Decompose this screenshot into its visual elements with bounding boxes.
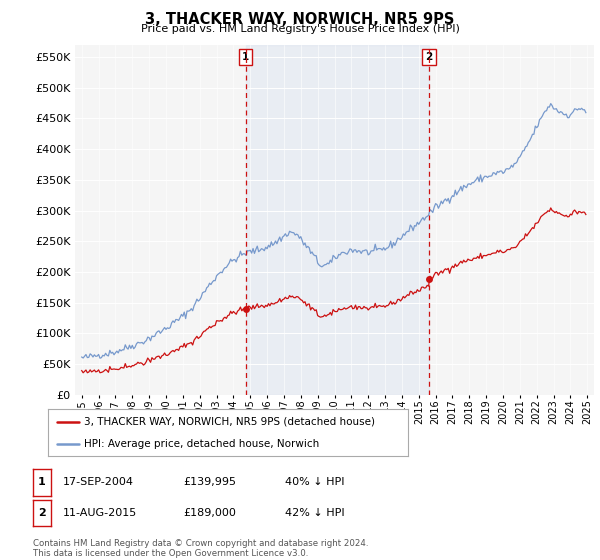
Text: £189,000: £189,000 [183, 508, 236, 518]
Bar [245, 45, 429, 395]
Text: HPI: Average price, detached house, Norwich: HPI: Average price, detached house, Norw… [84, 438, 319, 449]
Text: 40% ↓ HPI: 40% ↓ HPI [285, 477, 344, 487]
Text: 2: 2 [425, 52, 433, 62]
Text: 42% ↓ HPI: 42% ↓ HPI [285, 508, 344, 518]
Text: 3, THACKER WAY, NORWICH, NR5 9PS: 3, THACKER WAY, NORWICH, NR5 9PS [145, 12, 455, 27]
Text: 11-AUG-2015: 11-AUG-2015 [63, 508, 137, 518]
Text: 17-SEP-2004: 17-SEP-2004 [63, 477, 134, 487]
Text: Price paid vs. HM Land Registry's House Price Index (HPI): Price paid vs. HM Land Registry's House … [140, 24, 460, 34]
Text: 3, THACKER WAY, NORWICH, NR5 9PS (detached house): 3, THACKER WAY, NORWICH, NR5 9PS (detach… [84, 417, 375, 427]
Text: 2: 2 [38, 508, 46, 518]
Text: 1: 1 [38, 477, 46, 487]
Text: Contains HM Land Registry data © Crown copyright and database right 2024.
This d: Contains HM Land Registry data © Crown c… [33, 539, 368, 558]
Text: 1: 1 [242, 52, 249, 62]
Text: £139,995: £139,995 [183, 477, 236, 487]
